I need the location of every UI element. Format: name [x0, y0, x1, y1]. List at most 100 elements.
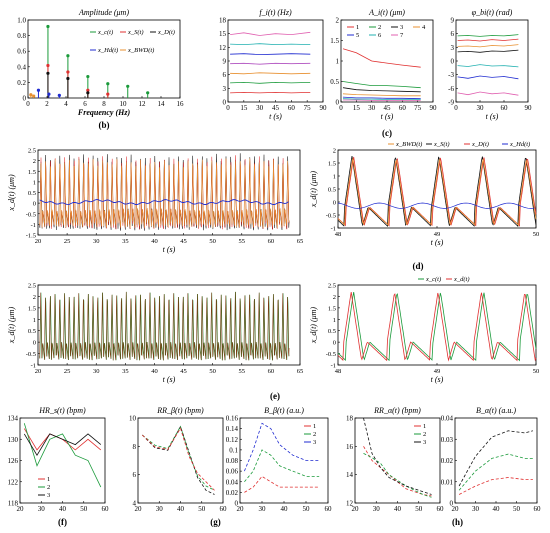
x-tick-label: 20 — [352, 505, 360, 513]
x-tick-label: 50 — [209, 368, 216, 375]
x-tick-label: 40 — [151, 238, 158, 245]
y-tick-label: 0 — [23, 95, 27, 103]
x-tick-label: 10 — [120, 100, 128, 108]
legend-label: x_Hd(t) — [97, 47, 118, 54]
x-tick-label: 45 — [180, 238, 187, 245]
y-tick-label: 1 — [336, 58, 340, 66]
series-line-2 — [23, 423, 102, 488]
x-tick-label: 15 — [353, 104, 361, 112]
series-line-0 — [458, 477, 533, 495]
stem-marker — [86, 91, 90, 95]
y-tick-label: 0.08 — [226, 457, 239, 465]
chart-title: B_β(t) (a.u.) — [264, 406, 304, 415]
x-tick-label: 40 — [281, 505, 289, 513]
y-tick-label: 0 — [336, 99, 340, 107]
legend-label: x_d(t) — [453, 276, 470, 283]
y-tick-label: 18 — [346, 415, 354, 423]
x-tick-label: 12 — [139, 100, 147, 108]
x-tick-label: 60 — [501, 104, 509, 112]
x-tick-label: 30 — [477, 104, 485, 112]
y-tick-label: 0.1 — [229, 446, 238, 454]
series-line-4 — [457, 64, 519, 68]
y-tick-label: 0.5 — [328, 328, 336, 335]
x-tick-label: 48 — [335, 368, 342, 375]
chart-title: φ_bi(t) (rad) — [472, 8, 513, 17]
x-tick-label: 90 — [525, 104, 533, 112]
stem-marker — [126, 84, 130, 88]
y-tick-label: 0 — [223, 99, 227, 107]
x-tick-label: 25 — [64, 238, 71, 245]
y-tick-label: 130 — [8, 436, 19, 444]
legend-label: x_Hd(t) — [509, 141, 530, 148]
chart-title: RR_β(t) (bpm) — [156, 406, 204, 415]
legend-label: x_BWD(t) — [395, 141, 422, 148]
x-tick-label: 65 — [297, 238, 304, 245]
legend-label: 2 — [47, 484, 50, 491]
y-tick-label: 0.2 — [17, 79, 26, 87]
series-line-2 — [457, 44, 519, 48]
chart-c1: 0 15 30 45 60 75 90 0 3 6 9 12 15 18 f_i(t) (Hz) t (s) — [219, 8, 327, 121]
y-tick-label: 1.5 — [328, 305, 336, 312]
chart-g1: 20 30 40 50 60 4 6 8 10 RR_β(t) (bpm) (g) — [129, 406, 227, 527]
y-tick-label: 3 — [223, 85, 227, 93]
x-tick-label: 40 — [59, 505, 67, 513]
x-tick-label: 0 — [454, 104, 458, 112]
x-tick-label: 40 — [177, 505, 185, 513]
y-tick-label: 3 — [451, 44, 455, 52]
plot-frame — [340, 19, 434, 103]
y-tick-label: 16 — [346, 443, 354, 451]
legend-label: 3 — [400, 24, 403, 31]
trace-line — [39, 199, 289, 206]
x-tick-label: 50 — [533, 231, 540, 238]
y-tick-label: -1 — [31, 222, 36, 229]
y-tick-label: 12 — [346, 500, 354, 508]
y-tick-label: 6 — [451, 30, 455, 38]
chart-h2: 20 30 40 50 60 0 0.01 0.02 0.03 0.04 B_α(t) (a.u.) — [441, 406, 541, 513]
legend-label: x_S(t) — [127, 29, 144, 36]
y-tick-label: -0.5 — [326, 213, 336, 220]
legend-label: 1 — [356, 24, 359, 31]
y-tick-label: 0 — [33, 340, 36, 347]
x-tick-label: 50 — [415, 505, 423, 513]
x-tick-label: 45 — [384, 104, 392, 112]
stem-marker — [66, 54, 70, 58]
y-tick-label: 134 — [8, 415, 19, 423]
x-tick-label: 30 — [156, 505, 164, 513]
series-line-2 — [458, 430, 533, 487]
series-line-3 — [342, 87, 421, 93]
y-tick-label: 6 — [223, 71, 227, 79]
chart-f: 20 30 40 50 60 118 122 126 130 134 HR_s(t) (bpm) 12… — [8, 406, 110, 527]
x-tick-label: 45 — [272, 104, 280, 112]
legend-label: x_D(t) — [157, 29, 175, 36]
y-tick-label: 0.5 — [28, 328, 36, 335]
panel-label: (g) — [210, 517, 221, 527]
x-tick-label: 40 — [493, 505, 501, 513]
y-tick-label: 2 — [336, 17, 340, 25]
plot-frame — [354, 417, 441, 504]
series-line-2 — [230, 72, 311, 75]
y-tick-label: 18 — [219, 17, 227, 25]
x-tick-label: 30 — [38, 505, 46, 513]
x-tick-label: 60 — [220, 505, 228, 513]
x-tick-label: 60 — [399, 104, 407, 112]
x-tick-label: 30 — [472, 505, 480, 513]
y-tick-label: 1.5 — [28, 169, 36, 176]
y-tick-label: 2.5 — [328, 283, 336, 290]
series-line-3 — [230, 62, 311, 65]
series-line-1 — [342, 48, 421, 68]
series-line-0 — [230, 91, 311, 94]
y-tick-label: 2.5 — [28, 283, 36, 290]
y-tick-label: -9 — [448, 99, 454, 107]
y-tick-label: 1 — [333, 317, 336, 324]
x-tick-label: 35 — [122, 368, 129, 375]
chart-b: 0 2 4 6 8 10 12 14 16 0 0.2 0.4 0.6 0.8 1.0 Amplitude (… — [17, 8, 184, 130]
x-tick-label: 25 — [64, 368, 71, 375]
series-line-1 — [458, 453, 533, 491]
x-tick-label: 65 — [297, 368, 304, 375]
stem-marker — [36, 88, 41, 92]
y-tick-label: -3 — [448, 71, 454, 79]
stem-marker — [29, 93, 33, 97]
y-tick-label: 1.5 — [28, 305, 36, 312]
y-tick-label: 0.04 — [441, 415, 454, 423]
